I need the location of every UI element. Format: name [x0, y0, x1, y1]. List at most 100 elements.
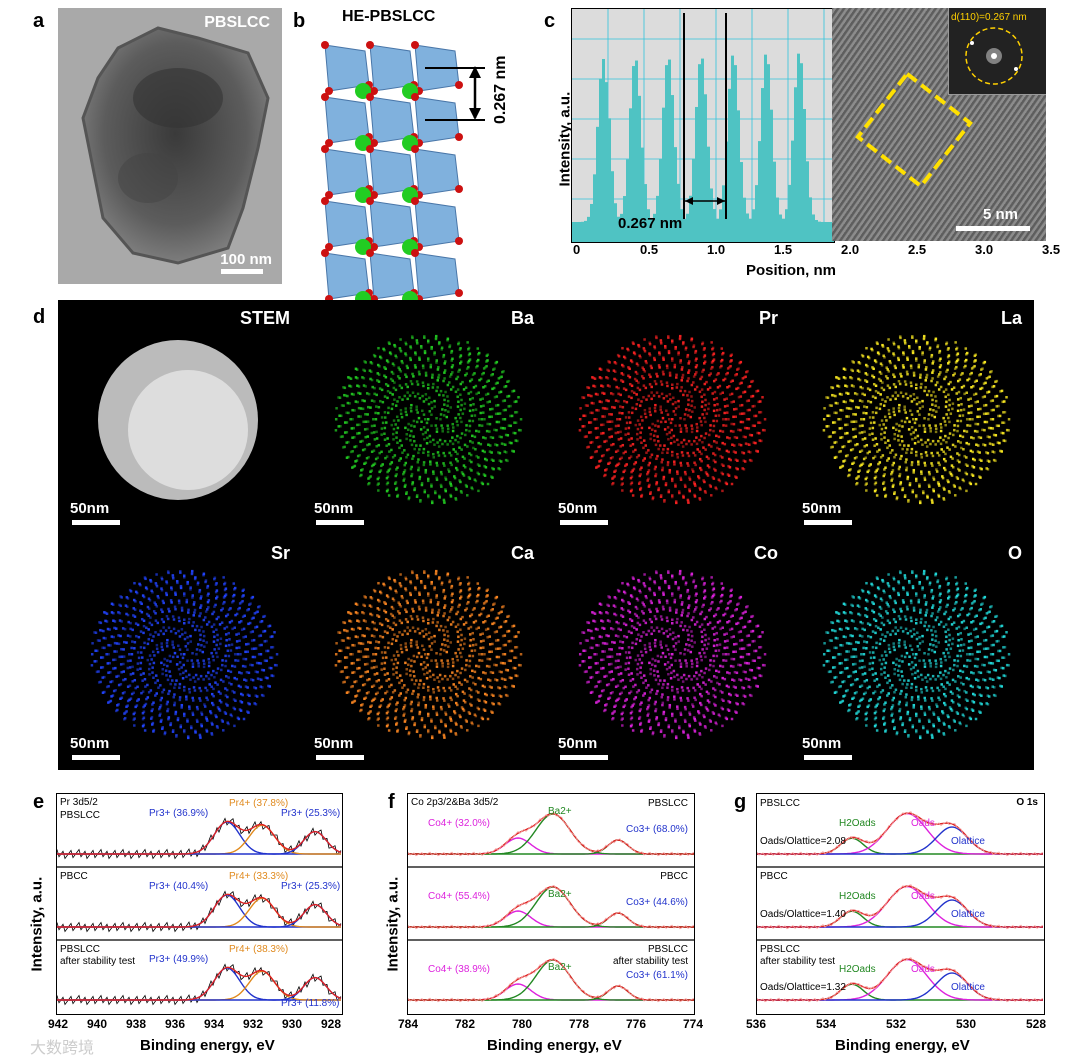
- fft-label: d(110)=0.267 nm: [951, 12, 1027, 23]
- e-fit-envelope: [57, 966, 342, 1001]
- profile-spacing-label: 0.267 nm: [618, 215, 683, 232]
- e-raw-spectrum: [56, 890, 342, 933]
- eds-map-ca: Ca 50nm: [302, 535, 546, 770]
- c-xtick: 1.0: [707, 242, 726, 257]
- eds-element-label: STEM: [239, 308, 290, 328]
- eds-scalebar-label: 50nm: [314, 500, 354, 517]
- c-xtick: 1.5: [774, 242, 793, 257]
- f-co3-label: Co3+ (61.1%): [626, 970, 688, 981]
- g-fit-envelope: [757, 812, 1043, 855]
- e-fit-envelope: [57, 893, 342, 928]
- g-ratio: Oads/Olattice=1.32: [760, 982, 846, 993]
- tem-scalebar: [221, 269, 263, 274]
- e-peak3: Pr3+ (25.3%): [281, 881, 341, 892]
- f-xtick: 784: [398, 1017, 419, 1031]
- eds-map-pr: Pr 50nm: [546, 300, 790, 535]
- g-xtick: 532: [886, 1017, 907, 1031]
- f-sample: PBSLCC: [647, 944, 688, 955]
- e-raw-spectrum: [56, 963, 342, 1006]
- g-oads-label: Oads: [911, 818, 935, 829]
- panel-g-label: g: [734, 791, 747, 813]
- panel-d-label: d: [33, 306, 46, 328]
- e-peak2: Pr4+ (37.8%): [229, 798, 289, 809]
- e-peak1: Pr3+ (36.9%): [149, 808, 209, 819]
- f-xtick: 780: [512, 1017, 533, 1031]
- panel-f-label: f: [388, 791, 395, 813]
- f-sample: PBSLCC: [647, 798, 688, 809]
- g-xtick: 530: [956, 1017, 977, 1031]
- e-xtick: 942: [48, 1017, 69, 1031]
- g-sample: PBSLCC: [760, 944, 801, 955]
- e-fit-envelope: [57, 820, 342, 855]
- f-sample-sub: after stability test: [612, 956, 688, 967]
- g-xtick: 528: [1026, 1017, 1047, 1031]
- panel-f-xlabel: Binding energy, eV: [487, 1037, 622, 1054]
- e-fit-pr3: [57, 894, 341, 928]
- e-fit-pr4: [57, 897, 341, 928]
- f-ba-label: Ba2+: [548, 889, 572, 900]
- g-xtick: 534: [816, 1017, 837, 1031]
- e-peak1: Pr3+ (40.4%): [149, 881, 209, 892]
- f-xtick: 782: [455, 1017, 476, 1031]
- panel-e-xlabel: Binding energy, eV: [140, 1037, 275, 1054]
- structure-title: HE-PBSLCC: [342, 8, 436, 25]
- tem-particle: [81, 26, 270, 265]
- eds-scalebar-label: 50nm: [558, 735, 598, 752]
- e-xtick: 928: [321, 1017, 342, 1031]
- e-fit-pr4: [57, 970, 341, 1001]
- e-xtick: 932: [243, 1017, 264, 1031]
- xps-co-plot: Co 2p3/2&Ba 3d5/2 PBSLCC Co4+ (32.0%) Ba2+…: [407, 793, 695, 1015]
- c-xtick: 3.5: [1042, 242, 1061, 257]
- c-xtick: 0: [573, 242, 581, 257]
- eds-element-label: Pr: [758, 308, 778, 328]
- eds-map-sr: Sr 50nm: [58, 535, 302, 770]
- watermark: 大数跨境: [30, 1040, 95, 1057]
- g-fit-oads: [757, 812, 1043, 855]
- g-sample-sub: after stability test: [760, 956, 836, 967]
- panel-g-xlabel: Binding energy, eV: [835, 1037, 970, 1054]
- f-raw-spectrum: [407, 957, 695, 1003]
- c-xtick: 0.5: [640, 242, 659, 257]
- panel-f-ylabel: Intensity, a.u.: [384, 876, 402, 972]
- e-peak3: Pr3+ (11.8%): [281, 998, 340, 1009]
- f-fit-co3: [408, 839, 694, 855]
- f-co4-label: Co4+ (38.9%): [428, 964, 490, 975]
- eds-map-o: O 50nm: [790, 535, 1034, 770]
- g-oads-label: Oads: [911, 891, 935, 902]
- e-xtick: 938: [126, 1017, 147, 1031]
- g-raw-spectrum: [756, 957, 1044, 1003]
- c-xtick: 2.0: [841, 242, 860, 257]
- crystal-structure: [321, 41, 485, 300]
- g-olat-label: Olattice: [951, 836, 985, 847]
- eds-scalebar-label: 50nm: [802, 735, 842, 752]
- eds-scalebar-label: 50nm: [70, 500, 110, 517]
- g-raw-spectrum: [756, 811, 1044, 857]
- e-fit-pr3: [57, 821, 341, 855]
- g-olat-label: Olattice: [951, 982, 985, 993]
- eds-scalebar-label: 50nm: [558, 500, 598, 517]
- f-fit-co3: [408, 985, 694, 1001]
- f-ba-label: Ba2+: [548, 962, 572, 973]
- panel-c-xlabel: Position, nm: [746, 262, 836, 279]
- eds-scalebar: [316, 755, 364, 760]
- panel-c-label: c: [544, 10, 556, 32]
- panel-a-label: a: [33, 10, 45, 32]
- e-sample: PBSLCC: [60, 944, 101, 955]
- eds-map-ba: Ba 50nm: [302, 300, 546, 535]
- panel-b-label: b: [293, 10, 306, 32]
- e-fit-pr3: [57, 967, 341, 1001]
- g-xtick: 536: [746, 1017, 767, 1031]
- e-xtick: 934: [204, 1017, 225, 1031]
- eds-scalebar: [804, 520, 852, 525]
- f-fit-co4: [408, 983, 694, 1001]
- eds-scalebar: [72, 520, 120, 525]
- g-h2o-label: H2Oads: [839, 818, 876, 829]
- eds-element-label: Ba: [510, 308, 534, 328]
- g-ratio: Oads/Olattice=1.40: [760, 909, 846, 920]
- e-peak2: Pr4+ (38.3%): [229, 944, 289, 955]
- eds-element-label: La: [1000, 308, 1022, 328]
- e-peak1: Pr3+ (49.9%): [149, 954, 209, 965]
- e-sample: PBCC: [60, 871, 88, 882]
- g-fit-oads: [757, 885, 1043, 928]
- f-ba-label: Ba2+: [548, 806, 572, 817]
